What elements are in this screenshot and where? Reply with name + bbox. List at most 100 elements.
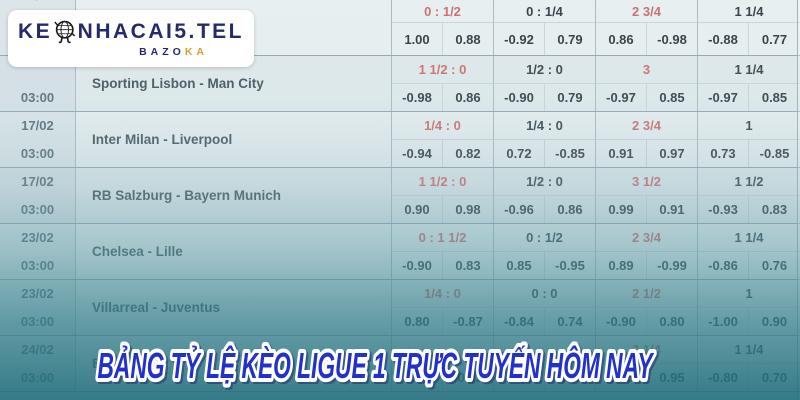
odds-cell[interactable]: 0.83 [443, 251, 494, 279]
handicap-cell[interactable]: 2 1/2 [596, 280, 698, 308]
handicap-cell[interactable]: 1/2 : 0 [494, 56, 596, 84]
odds-cell[interactable]: 0.82 [443, 139, 494, 167]
odds-cell[interactable]: -0.98 [647, 23, 698, 55]
handicap-cell[interactable]: 3 1/4 [596, 336, 698, 364]
handicap-cell[interactable]: 1 1/4 [698, 224, 800, 252]
odds-cell[interactable]: 0.70 [761, 369, 788, 385]
odds-cell[interactable]: -0.90 [596, 307, 647, 335]
odds-cell[interactable]: 0.91 [596, 139, 647, 167]
odds-cell[interactable]: -0.92 [443, 363, 494, 391]
match-time: 03:00 [0, 307, 76, 335]
site-logo[interactable]: KE NHACAI5.TEL BAZOKA [8, 10, 254, 67]
handicap-cell[interactable]: 1 [698, 280, 800, 308]
odds-cell[interactable]: -0.93 [698, 195, 749, 223]
odds-cell[interactable]: 0.95 [596, 363, 647, 391]
odds-cell[interactable]: 0.80 [647, 307, 698, 335]
handicap-cell[interactable]: 0 : 0 [494, 280, 596, 308]
odds-cell[interactable]: -0.92 [494, 23, 545, 55]
odds-cell[interactable]: 0.77 [761, 31, 788, 47]
match-name[interactable]: Chelsea - Lille [76, 224, 392, 279]
table-row: 23/02 03:00 Villarreal - Juventus 1/4 : … [0, 280, 800, 336]
odds-cell[interactable]: 0.79 [545, 23, 596, 55]
odds-cell[interactable]: -0.85 [545, 139, 596, 167]
odds-cell[interactable]: 0.86 [443, 83, 494, 111]
odds-cell[interactable]: -0.97 [596, 83, 647, 111]
odds-cell[interactable]: 0.85 [392, 363, 443, 391]
match-name[interactable]: Inter Milan - Liverpool [76, 112, 392, 167]
odds-cell[interactable]: 0.85 [761, 89, 788, 105]
odds-cell[interactable]: -1.00 [698, 307, 749, 335]
handicap-cell[interactable]: 1 [698, 112, 800, 140]
odds-cell[interactable]: -0.94 [392, 139, 443, 167]
odds-cell[interactable]: 1.00 [392, 23, 443, 55]
handicap-cell[interactable]: 1/4 : 0 [392, 112, 494, 140]
handicap-cell[interactable] [494, 336, 596, 364]
handicap-cell[interactable]: 1 1/4 [698, 0, 800, 23]
handicap-cell[interactable] [392, 336, 494, 364]
handicap-cell[interactable]: 3 1/2 [596, 168, 698, 196]
odds-cell[interactable]: 0.85 [494, 251, 545, 279]
match-date: 17/02 [0, 112, 76, 140]
odds-cell[interactable]: 0.95 [647, 363, 698, 391]
odds-cell[interactable]: 0.91 [647, 195, 698, 223]
odds-cell[interactable]: 0.85 [647, 83, 698, 111]
match-time: 03:00 [0, 83, 76, 111]
handicap-cell[interactable]: 0 : 1/2 [494, 224, 596, 252]
odds-cell[interactable]: 0.73 [698, 139, 749, 167]
odds-cell[interactable]: -0.86 [698, 251, 749, 279]
odds-cell[interactable]: -0.98 [392, 83, 443, 111]
odds-cell[interactable]: -0.87 [443, 307, 494, 335]
odds-cell[interactable]: -0.90 [494, 83, 545, 111]
odds-cell[interactable]: 0.88 [443, 23, 494, 55]
odds-cell[interactable]: 0.97 [647, 139, 698, 167]
odds-cell[interactable]: 0.86 [596, 23, 647, 55]
odds-cell[interactable]: -0.86 [545, 363, 596, 391]
handicap-cell[interactable]: 0 : 1/4 [494, 0, 596, 23]
logo-subtitle-left: BAZO [139, 45, 185, 58]
odds-cell[interactable]: 0.72 [494, 139, 545, 167]
handicap-cell[interactable]: 1 1/2 : 0 [392, 56, 494, 84]
odds-cell[interactable]: -0.95 [545, 251, 596, 279]
handicap-cell[interactable]: 1 1/2 : 0 [392, 168, 494, 196]
odds-cell[interactable]: 0.99 [596, 195, 647, 223]
odds-cell[interactable]: -0.97 [698, 83, 749, 111]
odds-cell[interactable]: -0.80 [698, 363, 749, 391]
logo-text-post: NHACAI5.TEL [77, 20, 244, 43]
odds-cell[interactable]: 0.76 [494, 363, 545, 391]
odds-cell[interactable]: 0.98 [443, 195, 494, 223]
odds-cell[interactable]: -0.85 [759, 145, 790, 161]
odds-cell[interactable]: -0.84 [494, 307, 545, 335]
odds-cell[interactable]: 0.86 [545, 195, 596, 223]
match-name[interactable]: RB Salzburg - Bayern Munich [76, 168, 392, 223]
odds-cell[interactable]: 0.79 [545, 83, 596, 111]
match-time: 03:00 [0, 139, 76, 167]
odds-cell[interactable]: -0.96 [494, 195, 545, 223]
handicap-cell[interactable]: 0 : 1 1/2 [392, 224, 494, 252]
match-name[interactable]: Benfica [76, 336, 392, 391]
odds-cell[interactable]: 0.89 [596, 251, 647, 279]
odds-cell[interactable]: 0.83 [761, 201, 788, 217]
handicap-cell[interactable]: 1 1/4 [698, 336, 800, 364]
odds-cell[interactable]: -0.90 [392, 251, 443, 279]
odds-cell[interactable]: -0.99 [647, 251, 698, 279]
handicap-cell[interactable]: 1/4 : 0 [494, 112, 596, 140]
handicap-cell[interactable]: 3 [596, 56, 698, 84]
handicap-cell[interactable]: 0 : 1/2 [392, 0, 494, 23]
handicap-cell[interactable]: 2 3/4 [596, 112, 698, 140]
table-row: 17/02 03:00 Inter Milan - Liverpool 1/4 … [0, 112, 800, 168]
match-name[interactable]: Villarreal - Juventus [76, 280, 392, 335]
handicap-cell[interactable]: 1 1/2 [698, 168, 800, 196]
table-row: 23/02 03:00 Chelsea - Lille 0 : 1 1/2 0 … [0, 224, 800, 280]
handicap-cell[interactable]: 1/2 : 0 [494, 168, 596, 196]
handicap-cell[interactable]: 1 1/4 [698, 56, 800, 84]
odds-cell[interactable]: 0.90 [761, 313, 788, 329]
odds-cell[interactable]: 0.74 [545, 307, 596, 335]
handicap-cell[interactable]: 1/4 : 0 [392, 280, 494, 308]
odds-cell[interactable]: 0.76 [761, 257, 788, 273]
odds-cell[interactable]: 0.80 [392, 307, 443, 335]
odds-cell[interactable]: 0.90 [392, 195, 443, 223]
logo-text-pre: KE [18, 20, 53, 43]
odds-cell[interactable]: -0.88 [698, 23, 749, 55]
handicap-cell[interactable]: 2 3/4 [596, 0, 698, 23]
handicap-cell[interactable]: 2 3/4 [596, 224, 698, 252]
